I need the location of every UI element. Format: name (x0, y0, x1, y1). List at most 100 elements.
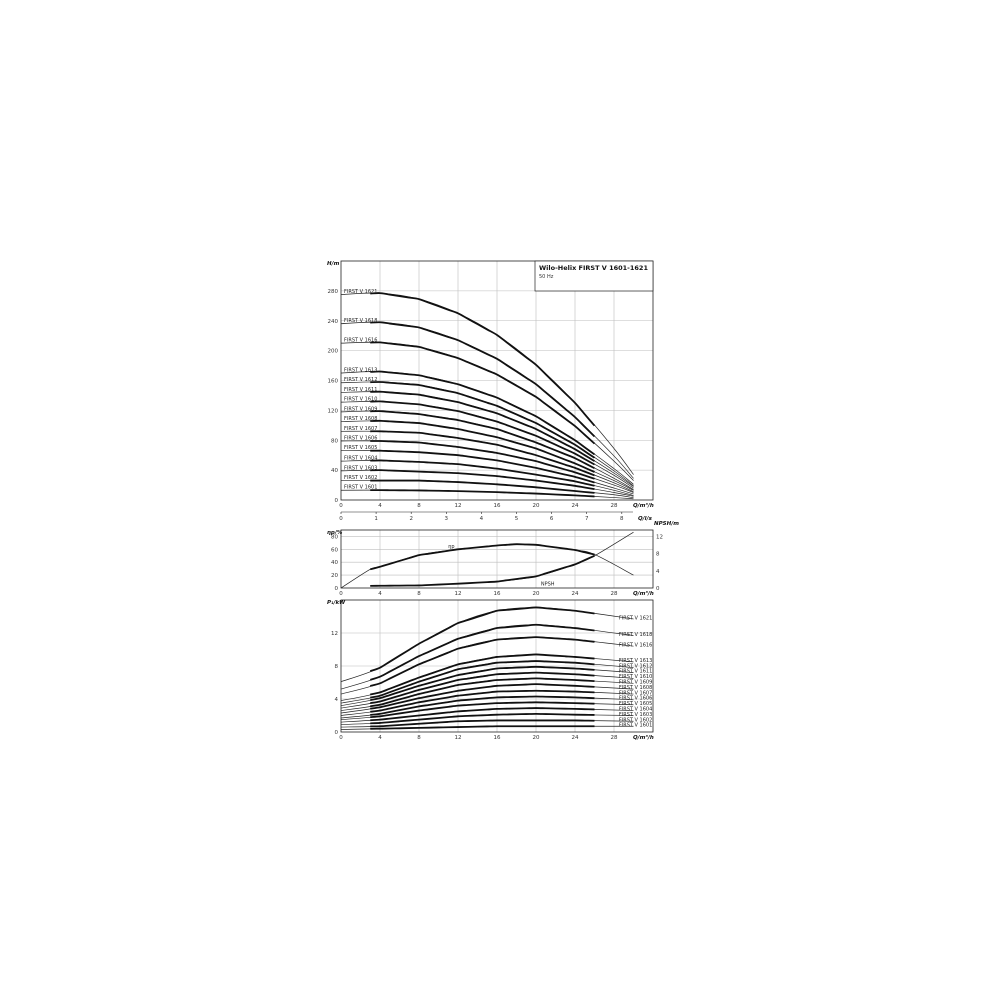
x-tick-label: 8 (417, 503, 421, 509)
power-curve-operating-range (370, 689, 595, 713)
x2-tick-label: 1 (374, 516, 378, 522)
head-curve-label: FIRST V 1607 (344, 426, 377, 432)
y2-tick-label: 0 (656, 586, 660, 592)
power-curve-operating-range (370, 677, 595, 708)
npsh-curve-line (370, 531, 634, 587)
power-curve-operating-range (370, 665, 595, 701)
x-tick-label: 24 (572, 591, 579, 597)
y-tick-label: 20 (331, 573, 338, 579)
head-curve-label: FIRST V 1621 (344, 289, 377, 295)
y2-tick-label: 8 (656, 552, 660, 558)
x2-tick-label: 0 (339, 516, 343, 522)
power-curve-label: FIRST V 1605 (619, 701, 652, 707)
head-curve-label: FIRST V 1611 (344, 387, 377, 393)
power-curve-label: FIRST V 1602 (619, 717, 652, 723)
x-tick-label: 20 (533, 591, 540, 597)
power-curve-label: FIRST V 1621 (619, 615, 652, 621)
y-tick-label: 4 (335, 697, 339, 703)
head-curve-operating-range (370, 292, 596, 427)
x-tick-label: 0 (339, 735, 343, 741)
npsh-curve-operating-range (370, 554, 595, 587)
power-curve-label: FIRST V 1616 (619, 643, 652, 649)
plot-frame (340, 599, 654, 733)
x-tick-label: 4 (378, 503, 382, 509)
x-tick-label: 8 (417, 591, 421, 597)
head-curve-operating-range (370, 479, 595, 494)
panel-2: 0 4 8 12 16 20 24 28 0 20 40 60 80 Q/m³/h ηp/% 0 4 8 12 NPS… (327, 521, 679, 597)
y-axis-label: ηp/% (327, 530, 343, 536)
head-curve-operating-range (370, 430, 595, 477)
plot-frame (340, 529, 654, 589)
title-box: Wilo-Helix FIRST V 1601-1621 50 Hz (539, 264, 648, 280)
x-tick-label: 28 (611, 735, 618, 741)
power-curve-label: FIRST V 1601 (619, 723, 652, 729)
head-curve-operating-range (370, 341, 596, 445)
power-curve-operating-range (370, 712, 595, 725)
head-curve-operating-range (370, 370, 596, 456)
x-axis-label: Q/m³/h (633, 590, 654, 597)
power-curve-label: FIRST V 1610 (619, 674, 652, 680)
x-tick-label: 4 (378, 735, 382, 741)
y2-tick-label: 4 (656, 569, 660, 575)
y-tick-label: 280 (328, 289, 339, 295)
power-curve-label: FIRST V 1611 (619, 669, 652, 675)
head-curve-operating-range (370, 390, 595, 462)
power-curve-operating-range (370, 701, 595, 719)
head-curve-operating-range (370, 400, 595, 466)
efficiency-label: ηp (448, 544, 454, 550)
head-curve-line (340, 292, 634, 475)
x-axis-label: Q/m³/h (633, 734, 654, 741)
x-tick-label: 0 (339, 503, 343, 509)
x-tick-label: 16 (494, 735, 501, 741)
head-curve-label: FIRST V 1601 (344, 485, 377, 491)
y2-tick-label: 12 (656, 534, 663, 540)
head-curve-operating-range (370, 410, 595, 470)
x-tick-label: 12 (455, 503, 462, 509)
power-curve-label: FIRST V 1607 (619, 690, 652, 696)
power-curve-operating-range (370, 636, 595, 687)
power-curve-label: FIRST V 1609 (619, 680, 652, 686)
power-curve-operating-range (370, 707, 595, 722)
head-curve-label: FIRST V 1608 (344, 416, 377, 422)
x-tick-label: 8 (417, 735, 421, 741)
power-curve-label: FIRST V 1612 (619, 663, 652, 669)
chart-subtitle: 50 Hz (539, 274, 554, 280)
power-curve-operating-range (370, 671, 595, 705)
y-tick-label: 200 (328, 349, 339, 355)
x2-tick-label: 5 (515, 516, 519, 522)
x2-tick-label: 2 (409, 516, 413, 522)
head-curve-label: FIRST V 1618 (344, 318, 377, 324)
y-tick-label: 40 (331, 468, 338, 474)
power-curve-operating-range (370, 725, 595, 730)
chart-title: Wilo-Helix FIRST V 1601-1621 (539, 264, 648, 272)
y-tick-label: 0 (335, 730, 339, 736)
head-curve-label: FIRST V 1612 (344, 377, 377, 383)
head-curve-operating-range (370, 459, 595, 487)
y-tick-label: 120 (328, 408, 339, 414)
x2-tick-label: 7 (585, 516, 589, 522)
title-box-frame (534, 260, 654, 292)
power-curve-label: FIRST V 1618 (619, 632, 652, 638)
head-curve-label: FIRST V 1604 (344, 456, 377, 462)
x-tick-label: 12 (455, 591, 462, 597)
y-tick-label: 12 (331, 631, 338, 637)
power-curve-operating-range (370, 719, 595, 728)
x2-axis-label: Q/l/s (638, 516, 653, 522)
y-tick-label: 0 (335, 498, 339, 504)
y-tick-label: 0 (335, 586, 339, 592)
head-curve-operating-range (370, 469, 595, 491)
x-tick-label: 16 (494, 503, 501, 509)
power-curve-operating-range (369, 623, 595, 681)
head-curve-operating-range (370, 381, 596, 459)
npsh-label: NPSH (541, 581, 555, 587)
panel-1: 0 4 8 12 16 20 24 2804080120160200240280Q/m³/hH… (327, 260, 654, 522)
y-tick-label: 240 (328, 319, 339, 325)
x-tick-label: 16 (494, 591, 501, 597)
head-curve-label: FIRST V 1616 (344, 338, 377, 344)
x-tick-label: 12 (455, 735, 462, 741)
x-tick-label: 0 (339, 591, 343, 597)
head-curve-label: FIRST V 1610 (344, 397, 377, 403)
x2-tick-label: 3 (445, 516, 449, 522)
power-curve-operating-range (370, 660, 595, 699)
